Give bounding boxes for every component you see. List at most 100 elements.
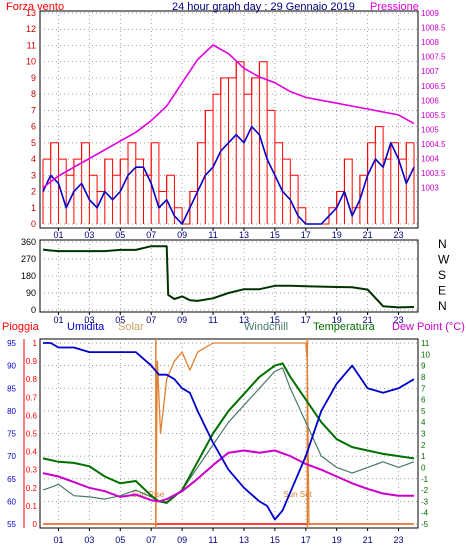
hour-tick-label: 17 [301, 535, 311, 545]
hour-tick-label: 15 [270, 315, 280, 325]
sun-event-label: Sun Set [283, 490, 312, 499]
hour-tick-label: 01 [53, 230, 63, 240]
rain-tick-label: 0.8 [26, 375, 38, 384]
wind-average-line [42, 125, 415, 225]
wind-tick-label: 11 [27, 40, 36, 50]
pressure-tick-label: 1003.5 [421, 169, 446, 178]
hour-tick-label: 11 [208, 535, 217, 545]
wind-tick-label: 1 [31, 203, 36, 213]
temperature-tick-label: 8 [421, 373, 426, 382]
pressure-tick-label: 1004.5 [421, 140, 446, 149]
rain-tick-label: 0.4 [26, 448, 38, 457]
temperature-tick-label: 1 [421, 452, 426, 461]
humidity-tick-label: 65 [7, 475, 16, 484]
compass-direction-label: N [438, 237, 447, 251]
temperature-tick-label: 5 [421, 407, 426, 416]
hour-tick-label: 23 [394, 230, 404, 240]
wind-tick-label: 0 [31, 219, 36, 229]
pressure-tick-label: 1008 [421, 38, 439, 47]
wind-series-line [43, 61, 414, 225]
temperature-tick-label: 7 [421, 384, 426, 393]
direction-tick-label: 270 [21, 254, 36, 264]
legend-windchill: Windchill [244, 321, 289, 333]
wind-tick-label: 8 [31, 89, 36, 99]
hour-tick-label: 15 [270, 535, 280, 545]
temperature-tick-label: -1 [421, 475, 429, 484]
hour-tick-label: 01 [53, 535, 63, 545]
legend-solar: Solar [118, 321, 144, 333]
wind-tick-label: 2 [31, 187, 36, 197]
temperature-tick-label: 6 [421, 396, 426, 405]
hour-tick-label: 13 [239, 230, 249, 240]
hour-tick-label: 05 [115, 230, 125, 240]
hour-tick-label: 13 [239, 535, 249, 545]
pressure-series-line [42, 44, 415, 189]
pressure-tick-label: 1006 [421, 96, 439, 105]
rain-tick-label: 0.7 [26, 393, 38, 402]
direction-tick-label: 360 [21, 237, 36, 247]
wind-tick-label: 4 [31, 154, 36, 164]
legend-rain: Pioggia [2, 321, 39, 333]
hour-tick-label: 07 [146, 535, 156, 545]
hour-tick-label: 09 [177, 230, 187, 240]
pressure-tick-label: 1009 [421, 9, 439, 18]
direction-tick-label: 90 [26, 288, 36, 298]
rain-tick-label: 0.6 [26, 411, 38, 420]
hour-tick-label: 13 [239, 315, 249, 325]
pressure-tick-label: 1005.5 [421, 111, 446, 120]
temperature-tick-label: -5 [421, 520, 429, 529]
compass-direction-label: E [438, 284, 446, 298]
humidity-tick-label: 95 [7, 339, 16, 348]
legend-dewpoint: Dew Point (°C) [392, 321, 465, 333]
pressure-axis-label: Pressione [370, 1, 419, 13]
hour-tick-label: 11 [208, 230, 217, 240]
solar-series-line [43, 342, 414, 525]
pressure-tick-label: 1008.5 [421, 24, 446, 33]
compass-direction-label: S [438, 268, 446, 282]
hour-tick-label: 05 [115, 315, 125, 325]
temperature-series-line [42, 362, 415, 504]
hour-tick-label: 09 [177, 315, 187, 325]
legend-temperature: Temperatura [313, 321, 375, 333]
humidity-tick-label: 70 [7, 452, 16, 461]
rain-tick-label: 0.9 [26, 357, 38, 366]
hour-tick-label: 07 [146, 230, 156, 240]
wind-direction-line [42, 245, 415, 309]
pressure-tick-label: 1006.5 [421, 82, 446, 91]
wind-tick-label: 7 [31, 105, 36, 115]
wind-tick-label: 5 [31, 138, 36, 148]
rain-tick-label: 0.5 [26, 430, 38, 439]
hour-tick-label: 21 [363, 230, 373, 240]
pressure-tick-label: 1007 [421, 67, 439, 76]
temperature-tick-label: -4 [421, 509, 429, 518]
temperature-tick-label: 2 [421, 441, 426, 450]
rain-tick-label: 0.2 [26, 484, 38, 493]
humidity-tick-label: 60 [7, 497, 16, 506]
temperature-tick-label: 3 [421, 430, 426, 439]
hour-tick-label: 03 [84, 315, 94, 325]
humidity-tick-label: 55 [7, 520, 16, 529]
hour-tick-label: 15 [270, 230, 280, 240]
rain-tick-label: 1 [33, 339, 38, 348]
humidity-tick-label: 80 [7, 407, 16, 416]
temperature-tick-label: 9 [421, 362, 426, 371]
compass-direction-label: W [438, 253, 450, 267]
humidity-tick-label: 85 [7, 384, 16, 393]
rain-tick-label: 0 [33, 520, 38, 529]
direction-tick-label: 0 [31, 305, 36, 315]
direction-tick-label: 180 [21, 271, 36, 281]
pressure-tick-label: 1005 [421, 125, 439, 134]
wind-tick-label: 9 [31, 73, 36, 83]
pressure-tick-label: 1003 [421, 184, 439, 193]
temperature-tick-label: 10 [421, 350, 430, 359]
wind-tick-label: 3 [31, 170, 36, 180]
hour-tick-label: 09 [177, 535, 187, 545]
hour-tick-label: 03 [84, 230, 94, 240]
dewpoint-series-line [42, 449, 414, 503]
pressure-tick-label: 1007.5 [421, 53, 446, 62]
humidity-tick-label: 90 [7, 362, 16, 371]
compass-direction-label: N [438, 299, 447, 313]
temperature-tick-label: -2 [421, 486, 429, 495]
